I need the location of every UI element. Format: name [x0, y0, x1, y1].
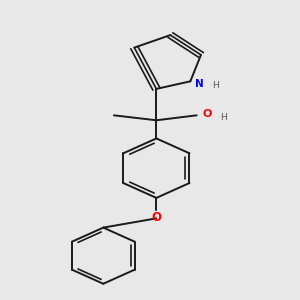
Text: O: O [202, 109, 212, 119]
Text: N: N [195, 79, 204, 89]
Text: H: H [220, 113, 227, 122]
Text: H: H [212, 81, 219, 90]
Text: O: O [152, 211, 161, 224]
